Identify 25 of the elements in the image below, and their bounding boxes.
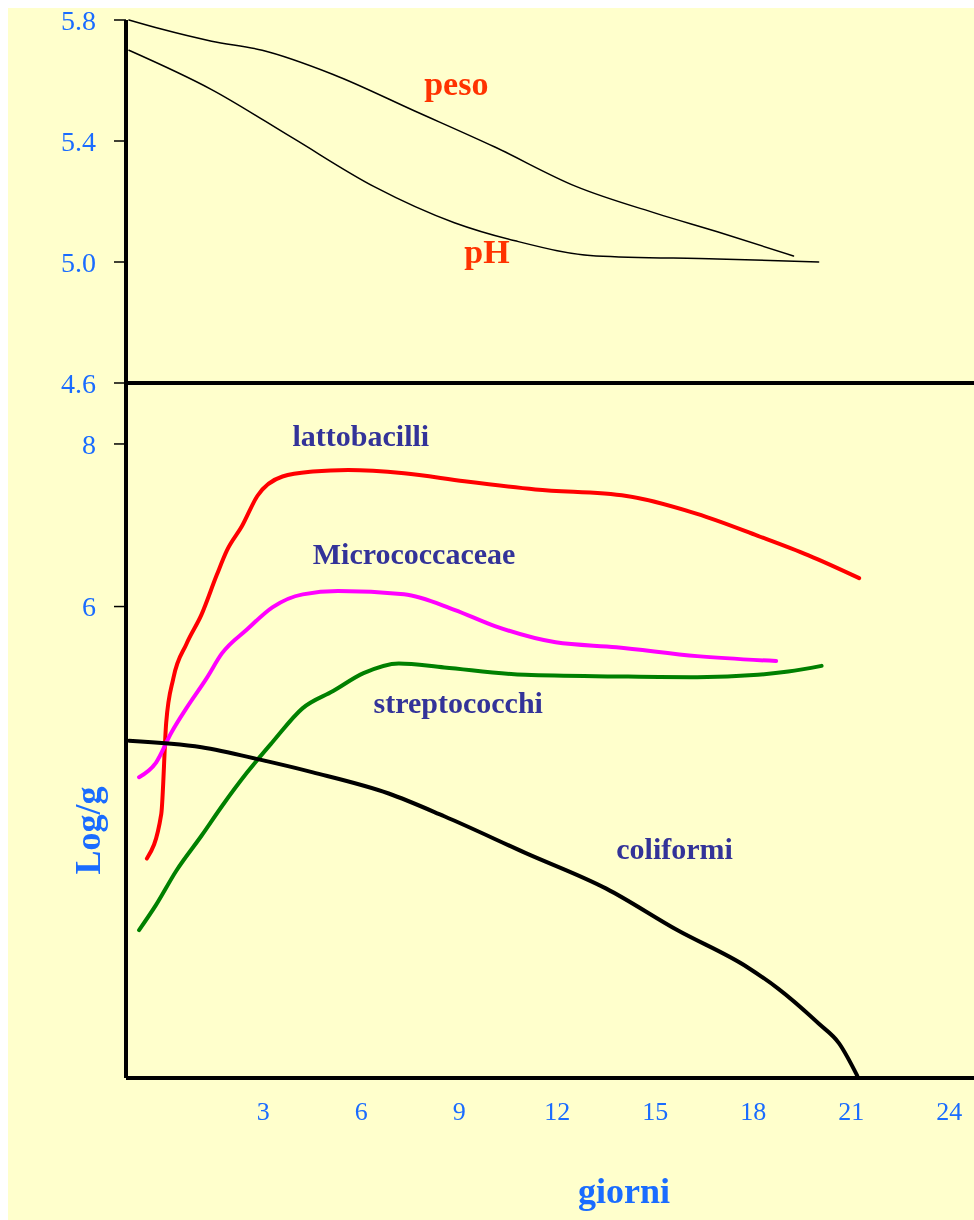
x-tick-label: 3	[256, 1097, 270, 1126]
series-label: pH	[464, 232, 510, 270]
series-label: coliformi	[616, 831, 733, 865]
x-tick-label: 6	[354, 1097, 368, 1126]
line-series	[137, 661, 824, 933]
series-label: Micrococcaceae	[312, 537, 516, 571]
y-tick-label: 5.4	[61, 125, 96, 157]
x-tick-label: 21	[838, 1097, 865, 1126]
y-tick-label: 6	[82, 591, 96, 623]
x-tick-label: 9	[452, 1097, 466, 1126]
line-series	[137, 589, 779, 780]
y-tick-label: 4.6	[61, 367, 96, 399]
series-label: lattobacilli	[292, 419, 430, 453]
y-tick-label: 8	[82, 428, 96, 460]
x-tick-label: 18	[740, 1097, 767, 1126]
x-tick-label: 15	[642, 1097, 669, 1126]
series-label: streptococchi	[373, 686, 543, 720]
x-tick-label: 24	[936, 1097, 963, 1126]
x-axis-title: giorni	[577, 1171, 671, 1211]
x-tick-label: 12	[544, 1097, 571, 1126]
series-label: peso	[424, 64, 489, 102]
y-tick-label: 5.8	[61, 4, 96, 36]
y-tick-label: 5.0	[61, 246, 96, 278]
line-series	[144, 467, 862, 861]
y-axis-title: Log/g	[68, 786, 108, 875]
